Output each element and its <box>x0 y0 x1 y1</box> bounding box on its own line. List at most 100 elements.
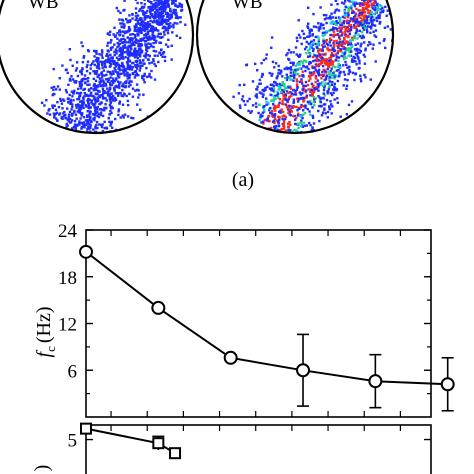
scatter-dot <box>114 92 118 95</box>
scatter-dot <box>304 84 307 88</box>
scatter-dot <box>81 122 84 125</box>
scatter-dot <box>72 78 75 81</box>
scatter-dot <box>332 91 335 94</box>
scatter-dot <box>113 50 116 54</box>
scatter-dot <box>74 104 78 107</box>
left-disk: WB <box>0 0 195 150</box>
scatter-dot <box>86 121 89 125</box>
scatter-dot <box>80 125 84 129</box>
scatter-dot <box>121 61 124 65</box>
scatter-dot <box>255 93 258 96</box>
scatter-dot <box>110 122 113 125</box>
scatter-dot <box>318 55 322 58</box>
scatter-dot <box>164 18 167 21</box>
scatter-dot <box>67 100 70 104</box>
scatter-dot <box>105 126 108 129</box>
scatter-dot <box>126 99 129 103</box>
scatter-dot <box>261 114 264 118</box>
scatter-dot <box>156 5 159 8</box>
scatter-dot <box>110 73 113 76</box>
scatter-dot <box>364 47 367 50</box>
scatter-dot <box>310 90 313 93</box>
scatter-dot <box>287 125 290 128</box>
scatter-dot <box>269 106 272 110</box>
scatter-dot <box>104 97 107 100</box>
scatter-dot <box>346 41 349 44</box>
scatter-dot <box>369 9 372 13</box>
scatter-dot <box>338 40 341 44</box>
scatter-dot <box>282 94 285 98</box>
scatter-dot <box>94 125 97 128</box>
scatter-dot <box>273 117 277 121</box>
scatter-dot <box>331 21 335 24</box>
scatter-dot <box>56 119 59 122</box>
scatter-dot <box>123 23 126 26</box>
scatter-dot <box>317 40 320 43</box>
scatter-dot <box>87 94 90 98</box>
scatter-dot <box>343 16 346 20</box>
scatter-dot <box>110 111 113 115</box>
scatter-dot <box>96 114 99 118</box>
scatter-dot <box>304 59 307 63</box>
scatter-dot <box>311 34 314 37</box>
scatter-dot <box>71 112 74 115</box>
scatter-dot <box>294 129 298 132</box>
scatter-dot <box>277 124 280 128</box>
scatter-dot <box>123 8 126 12</box>
scatter-dot <box>139 47 142 50</box>
scatter-dot <box>341 44 344 48</box>
scatter-dot <box>270 99 273 102</box>
scatter-dot <box>143 18 147 21</box>
scatter-dot <box>141 64 144 67</box>
scatter-dot <box>121 30 125 33</box>
scatter-dot <box>150 2 153 5</box>
scatter-dot <box>276 92 280 95</box>
scatter-dot <box>359 11 362 15</box>
scatter-dot <box>316 50 320 53</box>
scatter-dot <box>335 23 338 27</box>
scatter-dot <box>334 16 337 19</box>
scatter-dot <box>98 90 101 93</box>
scatter-dot <box>96 110 99 113</box>
scatter-dot <box>114 70 117 73</box>
scatter-dot <box>142 6 146 9</box>
scatter-dot <box>158 20 161 23</box>
scatter-dot <box>339 42 343 45</box>
scatter-dot <box>97 75 100 79</box>
scatter-dot <box>115 49 118 53</box>
scatter-dot <box>152 15 155 18</box>
scatter-dot <box>350 100 354 103</box>
scatter-dot <box>110 38 113 42</box>
scatter-dot <box>344 35 347 38</box>
scatter-dot <box>118 76 121 79</box>
scatter-dot <box>128 41 131 44</box>
scatter-dot <box>145 22 148 25</box>
scatter-dot <box>93 97 96 101</box>
scatter-dot <box>298 63 301 66</box>
scatter-dot <box>337 75 341 78</box>
scatter-dot <box>152 27 155 31</box>
scatter-dot <box>92 49 96 53</box>
scatter-dot <box>104 78 108 81</box>
scatter-dot <box>100 123 103 127</box>
scatter-dot <box>98 77 102 80</box>
scatter-dot <box>331 93 334 97</box>
scatter-dot <box>136 49 140 53</box>
scatter-dot <box>308 48 311 51</box>
scatter-dot <box>301 143 303 145</box>
scatter-dot <box>143 3 146 6</box>
scatter-dot <box>62 112 65 115</box>
scatter-dot <box>104 148 106 150</box>
scatter-dot <box>140 1 143 5</box>
scatter-dot <box>58 112 62 115</box>
scatter-dot <box>104 82 107 86</box>
scatter-dot <box>313 98 316 101</box>
scatter-dot <box>312 39 316 42</box>
scatter-dot <box>115 85 119 89</box>
scatter-dot <box>329 58 332 62</box>
scatter-dot <box>336 65 340 68</box>
scatter-dot <box>358 51 361 54</box>
scatter-dot <box>383 38 386 41</box>
scatter-dot <box>67 117 71 120</box>
scatter-dot <box>376 9 380 12</box>
